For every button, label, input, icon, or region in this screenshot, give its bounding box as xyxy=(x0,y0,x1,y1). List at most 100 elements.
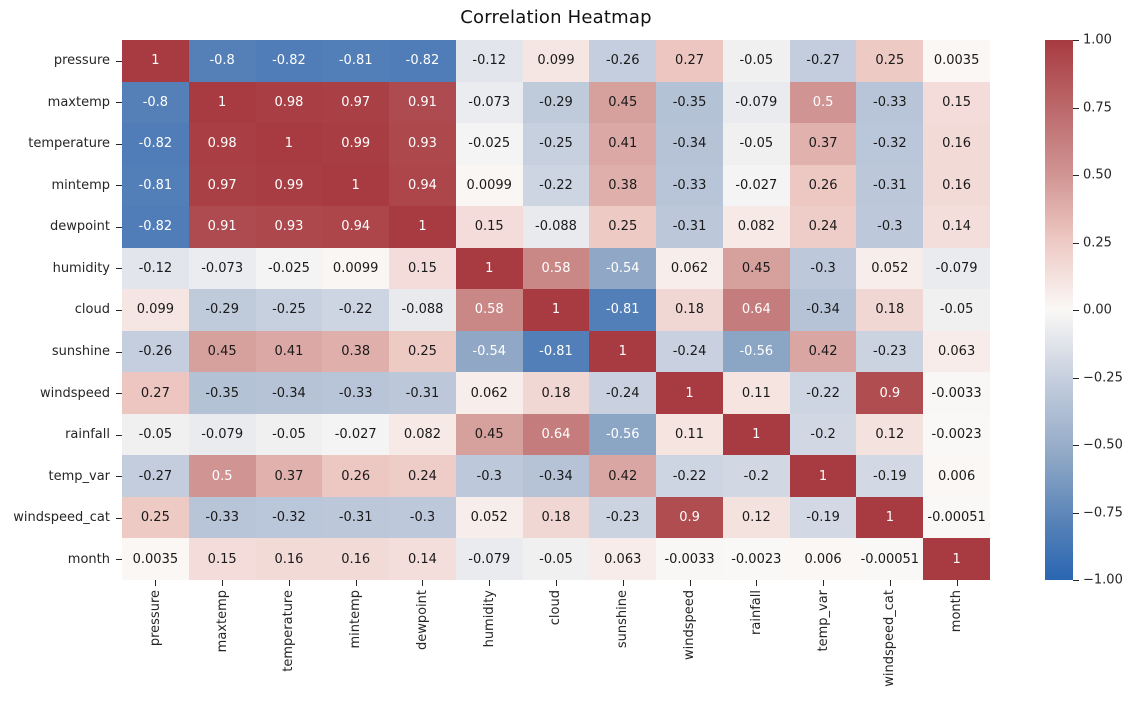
heatmap-cell-mintemp-temp_var: 0.26 xyxy=(789,164,857,207)
heatmap-cell-maxtemp-temp_var: 0.5 xyxy=(789,81,857,124)
x-tick-mark xyxy=(288,580,290,586)
heatmap-cell-rainfall-rainfall: 1 xyxy=(722,413,790,456)
heatmap-cell-mintemp-month: 0.16 xyxy=(923,164,990,207)
y-tick-mark xyxy=(116,393,122,395)
heatmap-cell-month-dewpoint: 0.14 xyxy=(389,538,456,580)
x-label-windspeed: windspeed xyxy=(682,590,698,661)
heatmap-cell-windspeed_cat-dewpoint: -0.3 xyxy=(389,496,456,539)
colorbar-tick-mark xyxy=(1073,310,1079,311)
heatmap-cell-cloud-temp_var: -0.34 xyxy=(789,289,857,331)
heatmap-cell-sunshine-windspeed: -0.24 xyxy=(656,330,723,373)
colorbar-tick-label: 0.75 xyxy=(1083,100,1112,115)
x-label-slot: windspeed xyxy=(656,590,723,702)
heatmap-cell-temperature-sunshine: 0.41 xyxy=(589,123,657,165)
x-label-mintemp: mintemp xyxy=(348,590,364,649)
heatmap-cell-windspeed_cat-temperature: -0.32 xyxy=(255,496,323,539)
heatmap-cell-pressure-rainfall: -0.05 xyxy=(722,40,790,82)
y-label-temp_var: temp_var xyxy=(48,468,110,484)
heatmap-cell-mintemp-windspeed: -0.33 xyxy=(656,164,723,207)
heatmap-cell-temp_var-temperature: 0.37 xyxy=(255,455,323,497)
heatmap-cell-maxtemp-sunshine: 0.45 xyxy=(589,81,657,124)
x-tick-mark xyxy=(756,580,758,586)
x-label-slot: dewpoint xyxy=(389,590,456,702)
x-tick-mark xyxy=(622,580,624,586)
heatmap-cell-windspeed-cloud: 0.18 xyxy=(522,372,590,414)
heatmap-cell-rainfall-pressure: -0.05 xyxy=(122,413,189,456)
heatmap-cell-temperature-dewpoint: 0.93 xyxy=(389,123,456,165)
heatmap-cell-humidity-pressure: -0.12 xyxy=(122,247,189,290)
heatmap-cell-windspeed-sunshine: -0.24 xyxy=(589,372,657,414)
heatmap-cell-month-cloud: -0.05 xyxy=(522,538,590,580)
heatmap-cell-rainfall-windspeed_cat: 0.12 xyxy=(856,413,924,456)
heatmap-cell-sunshine-windspeed_cat: -0.23 xyxy=(856,330,924,373)
heatmap-cell-dewpoint-humidity: 0.15 xyxy=(455,206,523,248)
colorbar-tick-label: −0.75 xyxy=(1083,505,1123,520)
colorbar-tick-mark xyxy=(1073,445,1079,446)
heatmap-cell-rainfall-maxtemp: -0.079 xyxy=(188,413,256,456)
heatmap-cell-mintemp-dewpoint: 0.94 xyxy=(389,164,456,207)
heatmap-cell-temp_var-maxtemp: 0.5 xyxy=(188,455,256,497)
y-label-mintemp: mintemp xyxy=(51,177,110,193)
heatmap-cell-mintemp-pressure: -0.81 xyxy=(122,164,189,207)
heatmap-cell-temp_var-mintemp: 0.26 xyxy=(322,455,390,497)
colorbar-tick-label: −0.50 xyxy=(1083,437,1123,453)
heatmap-cell-windspeed_cat-sunshine: -0.23 xyxy=(589,496,657,539)
heatmap-cell-sunshine-dewpoint: 0.25 xyxy=(389,330,456,373)
heatmap-cell-pressure-mintemp: -0.81 xyxy=(322,40,390,82)
heatmap-cell-temp_var-windspeed_cat: -0.19 xyxy=(856,455,924,497)
x-tick-mark xyxy=(823,580,825,586)
heatmap-cell-temp_var-windspeed: -0.22 xyxy=(656,455,723,497)
heatmap-cell-windspeed_cat-cloud: 0.18 xyxy=(522,496,590,539)
colorbar-tick-label: −0.25 xyxy=(1083,370,1123,385)
x-label-temperature: temperature xyxy=(281,590,297,672)
x-label-maxtemp: maxtemp xyxy=(214,590,230,653)
x-label-slot: pressure xyxy=(122,590,189,702)
heatmap-cell-sunshine-month: 0.063 xyxy=(923,330,990,373)
heatmap-cell-windspeed-temperature: -0.34 xyxy=(255,372,323,414)
heatmap-cell-maxtemp-mintemp: 0.97 xyxy=(322,81,390,124)
heatmap-cell-temp_var-sunshine: 0.42 xyxy=(589,455,657,497)
heatmap-cell-temp_var-rainfall: -0.2 xyxy=(722,455,790,497)
heatmap-cell-temperature-windspeed_cat: -0.32 xyxy=(856,123,924,165)
heatmap-cell-dewpoint-windspeed_cat: -0.3 xyxy=(856,206,924,248)
heatmap-cell-pressure-windspeed_cat: 0.25 xyxy=(856,40,924,82)
heatmap-cell-cloud-humidity: 0.58 xyxy=(455,289,523,331)
x-tick-mark xyxy=(556,580,557,586)
heatmap-cell-maxtemp-cloud: -0.29 xyxy=(522,81,590,124)
x-tick-mark xyxy=(956,580,958,586)
heatmap-cell-windspeed_cat-humidity: 0.052 xyxy=(455,496,523,539)
x-tick-mark xyxy=(355,580,357,586)
heatmap-cell-pressure-pressure: 1 xyxy=(122,40,189,82)
heatmap-cell-maxtemp-dewpoint: 0.91 xyxy=(389,81,456,124)
heatmap-cell-month-maxtemp: 0.15 xyxy=(188,538,256,580)
heatmap-cell-humidity-temp_var: -0.3 xyxy=(789,247,857,290)
y-label-humidity: humidity xyxy=(52,260,110,276)
y-label-cloud: cloud xyxy=(74,302,110,318)
x-label-slot: sunshine xyxy=(589,590,656,702)
y-tick-mark xyxy=(116,351,122,353)
heatmap-cell-month-humidity: -0.079 xyxy=(455,538,523,580)
y-label-sunshine: sunshine xyxy=(51,344,110,360)
heatmap-cell-windspeed-mintemp: -0.33 xyxy=(322,372,390,414)
colorbar-tick-label: −1.00 xyxy=(1083,572,1123,588)
heatmap-cell-rainfall-temperature: -0.05 xyxy=(255,413,323,456)
colorbar-tick-mark xyxy=(1073,512,1079,514)
heatmap-cell-temp_var-temp_var: 1 xyxy=(789,455,857,497)
heatmap-cell-maxtemp-windspeed: -0.35 xyxy=(656,81,723,124)
heatmap-cell-month-mintemp: 0.16 xyxy=(322,538,390,580)
heatmap-cell-pressure-dewpoint: -0.82 xyxy=(389,40,456,82)
colorbar-tick-mark xyxy=(1073,40,1079,41)
heatmap-cell-temp_var-cloud: -0.34 xyxy=(522,455,590,497)
x-label-slot: temp_var xyxy=(790,590,857,702)
heatmap-cell-temp_var-month: 0.006 xyxy=(923,455,990,497)
heatmap-cell-sunshine-humidity: -0.54 xyxy=(455,330,523,373)
heatmap-cell-dewpoint-maxtemp: 0.91 xyxy=(188,206,256,248)
heatmap-cell-rainfall-temp_var: -0.2 xyxy=(789,413,857,456)
heatmap-cell-windspeed_cat-pressure: 0.25 xyxy=(122,496,189,539)
heatmap-cell-mintemp-rainfall: -0.027 xyxy=(722,164,790,207)
heatmap-cell-month-windspeed: -0.0033 xyxy=(656,538,723,580)
heatmap-cell-windspeed-month: -0.0033 xyxy=(923,372,990,414)
heatmap-cell-windspeed-dewpoint: -0.31 xyxy=(389,372,456,414)
colorbar-tick-mark xyxy=(1073,580,1079,581)
heatmap-cell-rainfall-mintemp: -0.027 xyxy=(322,413,390,456)
